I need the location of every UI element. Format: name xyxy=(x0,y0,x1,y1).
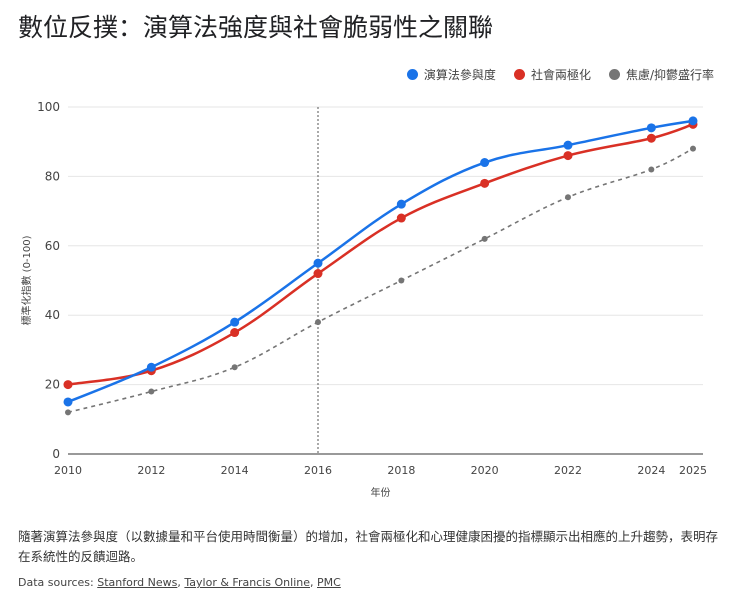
x-tick-label: 2024 xyxy=(637,464,665,477)
data-point xyxy=(480,178,490,188)
legend-item[interactable]: 焦慮/抑鬱盛行率 xyxy=(608,66,714,83)
legend: 演算法參與度 社會兩極化 焦慮/抑鬱盛行率 xyxy=(406,66,714,83)
y-tick-label: 0 xyxy=(52,447,60,461)
data-point xyxy=(396,213,406,223)
data-point xyxy=(690,145,696,152)
source-link-pmc[interactable]: PMC xyxy=(317,576,341,589)
data-sources: Data sources: Stanford News, Taylor & Fr… xyxy=(18,576,341,589)
data-point xyxy=(230,317,240,327)
data-point xyxy=(315,319,321,326)
legend-item[interactable]: 社會兩極化 xyxy=(513,66,591,83)
x-tick-label: 2022 xyxy=(554,464,582,477)
legend-label: 演算法參與度 xyxy=(423,68,496,82)
x-tick-label: 2012 xyxy=(137,464,165,477)
legend-marker xyxy=(406,69,418,80)
y-tick-label: 60 xyxy=(45,239,60,253)
series-line xyxy=(67,123,694,386)
data-point xyxy=(481,235,488,242)
x-tick-label: 2010 xyxy=(54,464,82,477)
data-point xyxy=(313,269,323,279)
y-tick-label: 40 xyxy=(45,308,60,322)
chart-title: 數位反撲：演算法強度與社會脆弱性之關聯 xyxy=(18,13,494,42)
data-point xyxy=(396,199,406,209)
legend-label: 社會兩極化 xyxy=(530,68,591,82)
line-chart: 0 20 40 60 80 100 2010 2012 2014 2016 2018 2020 2022… xyxy=(20,100,707,499)
data-point xyxy=(688,116,698,126)
y-tick-label: 20 xyxy=(45,378,60,392)
data-point xyxy=(563,151,573,161)
data-point xyxy=(148,388,155,395)
data-point xyxy=(398,277,405,284)
data-point xyxy=(646,123,656,133)
y-tick-label: 100 xyxy=(37,100,60,114)
x-tick-label: 2020 xyxy=(471,464,499,477)
source-link-stanford[interactable]: Stanford News xyxy=(97,576,178,589)
data-point xyxy=(230,328,240,338)
data-point xyxy=(63,380,73,390)
y-axis-label: 標準化指數 (0-100) xyxy=(20,235,33,325)
legend-marker xyxy=(608,69,620,80)
series-line xyxy=(67,147,694,414)
data-point xyxy=(648,166,655,173)
data-point xyxy=(563,140,573,150)
x-tick-label: 2014 xyxy=(221,464,249,477)
x-tick-label: 2025 xyxy=(679,464,707,477)
x-axis-label: 年份 xyxy=(371,486,391,499)
data-point xyxy=(480,158,490,168)
legend-item[interactable]: 演算法參與度 xyxy=(406,66,496,83)
legend-marker xyxy=(513,69,525,80)
data-point xyxy=(231,364,238,371)
data-point xyxy=(565,194,571,201)
series-line xyxy=(67,119,694,404)
source-link-taylor-francis[interactable]: Taylor & Francis Online xyxy=(184,576,310,589)
data-point xyxy=(65,409,71,416)
data-point xyxy=(313,258,323,268)
sources-prefix: Data sources: xyxy=(18,576,94,589)
y-tick-label: 80 xyxy=(45,169,60,183)
chart-description: 隨著演算法參與度（以數據量和平台使用時間衡量）的增加，社會兩極化和心理健康困擾的… xyxy=(18,529,719,564)
legend-label: 焦慮/抑鬱盛行率 xyxy=(625,68,714,82)
x-tick-label: 2016 xyxy=(304,464,332,477)
data-point xyxy=(646,133,656,143)
data-point xyxy=(146,362,156,372)
data-point xyxy=(63,397,73,407)
x-tick-label: 2018 xyxy=(387,464,415,477)
